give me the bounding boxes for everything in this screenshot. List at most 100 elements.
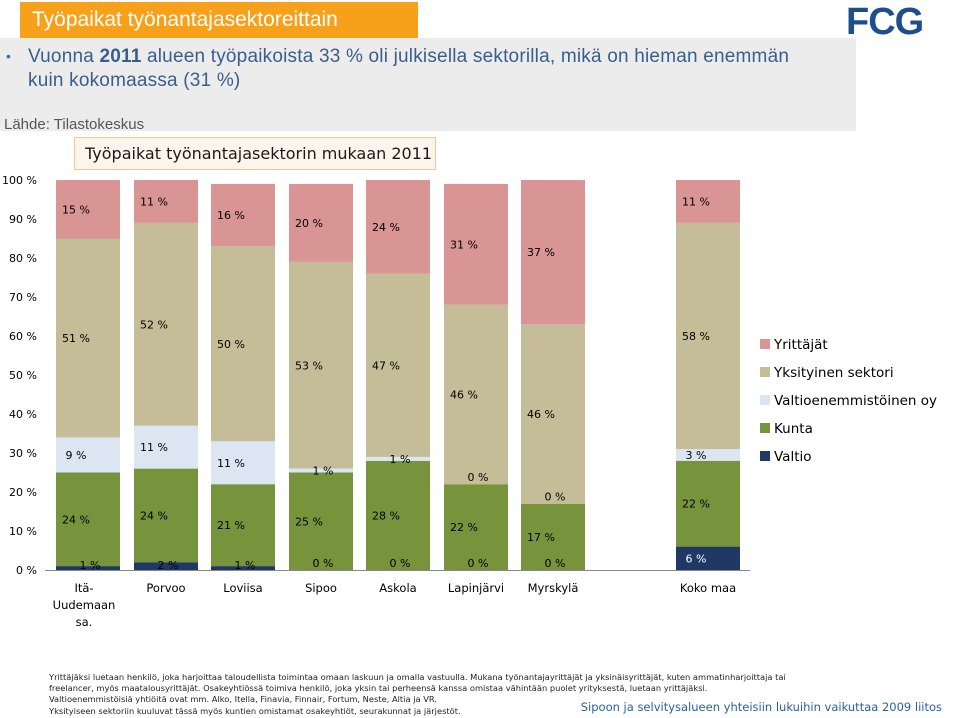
bar-data-label: 52 %: [140, 318, 168, 331]
bar-segment: [211, 484, 275, 567]
bar-segment: [134, 425, 198, 469]
bar-segment: [366, 460, 430, 570]
bar-data-label: 46 %: [450, 389, 478, 402]
bar-data-label: 1 %: [313, 465, 334, 478]
category-label: Myrskylä: [528, 581, 579, 595]
legend-label: Valtioenemmistöinen oy: [774, 393, 937, 409]
footnote-line: Yrittäjäksi luetaan henkilö, joka harjoi…: [49, 672, 786, 682]
bar-data-label: 2 %: [158, 559, 179, 572]
bar-segment: [134, 468, 198, 563]
y-tick-label: 20 %: [9, 486, 37, 499]
bar-segment: [56, 566, 120, 570]
y-tick-label: 80 %: [9, 252, 37, 265]
summary-text-before: Vuonna: [28, 46, 100, 67]
legend-label: Kunta: [774, 421, 813, 437]
bar-data-label: 51 %: [62, 332, 90, 345]
bar-segment: [366, 180, 430, 274]
bar-segment: [289, 183, 353, 262]
bar-data-label: 50 %: [217, 338, 245, 351]
summary-text-after: alueen työpaikoista 33 % oli julkisella …: [28, 46, 790, 91]
bar-segment: [211, 183, 275, 247]
summary-year: 2011: [99, 46, 142, 67]
bar-data-label: 1 %: [390, 453, 411, 466]
bar-data-label: 47 %: [372, 359, 400, 372]
bar-segment: [444, 484, 508, 570]
bar-data-label: 0 %: [545, 557, 566, 570]
bar-segment: [521, 503, 585, 570]
chart-bars: [56, 180, 740, 570]
bar-segment: [289, 261, 353, 469]
bar-data-label: 1 %: [80, 559, 101, 572]
y-tick-label: 60 %: [9, 330, 37, 343]
y-tick-label: 90 %: [9, 213, 37, 226]
summary-text: Vuonna 2011 alueen työpaikoista 33 % oli…: [28, 45, 828, 93]
footnote-line: freelancer, myös maatalousyrittäjät. Osa…: [49, 683, 708, 694]
chart-legend: Yrittäjät Yksityinen sektori Valtioenemmis…: [760, 337, 937, 465]
footer-note: Sipoon ja selvitysalueen yhteisiin lukui…: [580, 700, 942, 714]
chart-title: Työpaikat työnantajasektorin mukaan 2011: [74, 137, 436, 170]
bar-data-label: 0 %: [468, 471, 489, 484]
bar-segment: [289, 472, 353, 570]
y-tick-label: 30 %: [9, 447, 37, 460]
legend-swatch: [760, 367, 770, 377]
legend-label: Yksityinen sektori: [773, 365, 894, 381]
bar-data-label: 0 %: [390, 557, 411, 570]
bar-segment: [211, 441, 275, 485]
y-tick-label: 10 %: [9, 525, 37, 538]
bar-data-label: 11 %: [140, 195, 168, 208]
category-label: Lapinjärvi: [448, 581, 504, 595]
bar-data-label: 11 %: [140, 441, 168, 454]
bar-data-label: 11 %: [682, 195, 710, 208]
bar-data-label: 6 %: [686, 552, 707, 565]
bar-data-label: 16 %: [217, 209, 245, 222]
bar-segment: [676, 222, 740, 450]
chart-axes: 0 % 10 % 20 % 30 % 40 % 50 % 60 % 70 % 80 % 90 % 1…: [2, 174, 750, 577]
bar-data-label: 24 %: [140, 509, 168, 522]
bar-data-label: 22 %: [682, 498, 710, 511]
footnote-line: Yksityiseen sektoriin kuuluvat tässä myö…: [49, 705, 461, 716]
chart-category-labels: Itä-Uudemaan sa. Porvoo Loviisa Sipoo Askola L…: [53, 581, 736, 629]
bar-segment: [444, 183, 508, 305]
y-tick-label: 100 %: [2, 174, 37, 187]
bar-data-label: 20 %: [295, 217, 323, 230]
legend-label: Valtio: [774, 449, 812, 465]
bar-segment: [56, 180, 120, 239]
stacked-bar-chart: 0 % 10 % 20 % 30 % 40 % 50 % 60 % 70 % 80 % 90 % 1…: [2, 174, 937, 629]
y-tick-label: 40 %: [9, 408, 37, 421]
bar-data-label: 11 %: [217, 457, 245, 470]
bar-segment: [134, 222, 198, 426]
category-label: Porvoo: [146, 581, 185, 595]
bar-data-label: 25 %: [295, 515, 323, 528]
bar-data-label: 31 %: [450, 238, 478, 251]
bar-segment: [366, 273, 430, 457]
bar-segment: [521, 180, 585, 325]
y-tick-label: 0 %: [16, 564, 37, 577]
bar-segment: [366, 456, 430, 461]
bar-data-label: 17 %: [527, 531, 555, 544]
bar-segment: [444, 304, 508, 485]
bar-data-label: 9 %: [66, 449, 87, 462]
y-tick-label: 70 %: [9, 291, 37, 304]
bar-data-label: 3 %: [686, 449, 707, 462]
bar-data-label: 22 %: [450, 521, 478, 534]
bar-segment: [56, 437, 120, 473]
bar-data-label: 58 %: [682, 330, 710, 343]
footnote-line: Valtioenemmistöisiä yhtiöitä ovat mm. Al…: [49, 694, 438, 705]
bar-segment: [289, 468, 353, 473]
bar-data-label: 53 %: [295, 359, 323, 372]
legend-label: Yrittäjät: [773, 337, 828, 353]
bar-data-label: 1 %: [235, 559, 256, 572]
category-label: Askola: [379, 581, 416, 595]
footnotes: Yrittäjäksi luetaan henkilö, joka harjoi…: [49, 672, 949, 717]
category-label: Koko maa: [680, 581, 736, 595]
bar-segment: [56, 238, 120, 438]
bar-data-label: 24 %: [372, 221, 400, 234]
bar-segment: [56, 472, 120, 567]
bar-segment: [521, 324, 585, 504]
bar-segment: [676, 546, 740, 570]
bullet-marker: •: [6, 48, 11, 64]
bar-segment: [676, 460, 740, 547]
bar-data-label: 0 %: [468, 557, 489, 570]
category-label: Itä-Uudemaan sa.: [53, 581, 116, 629]
bar-segment: [134, 562, 198, 570]
